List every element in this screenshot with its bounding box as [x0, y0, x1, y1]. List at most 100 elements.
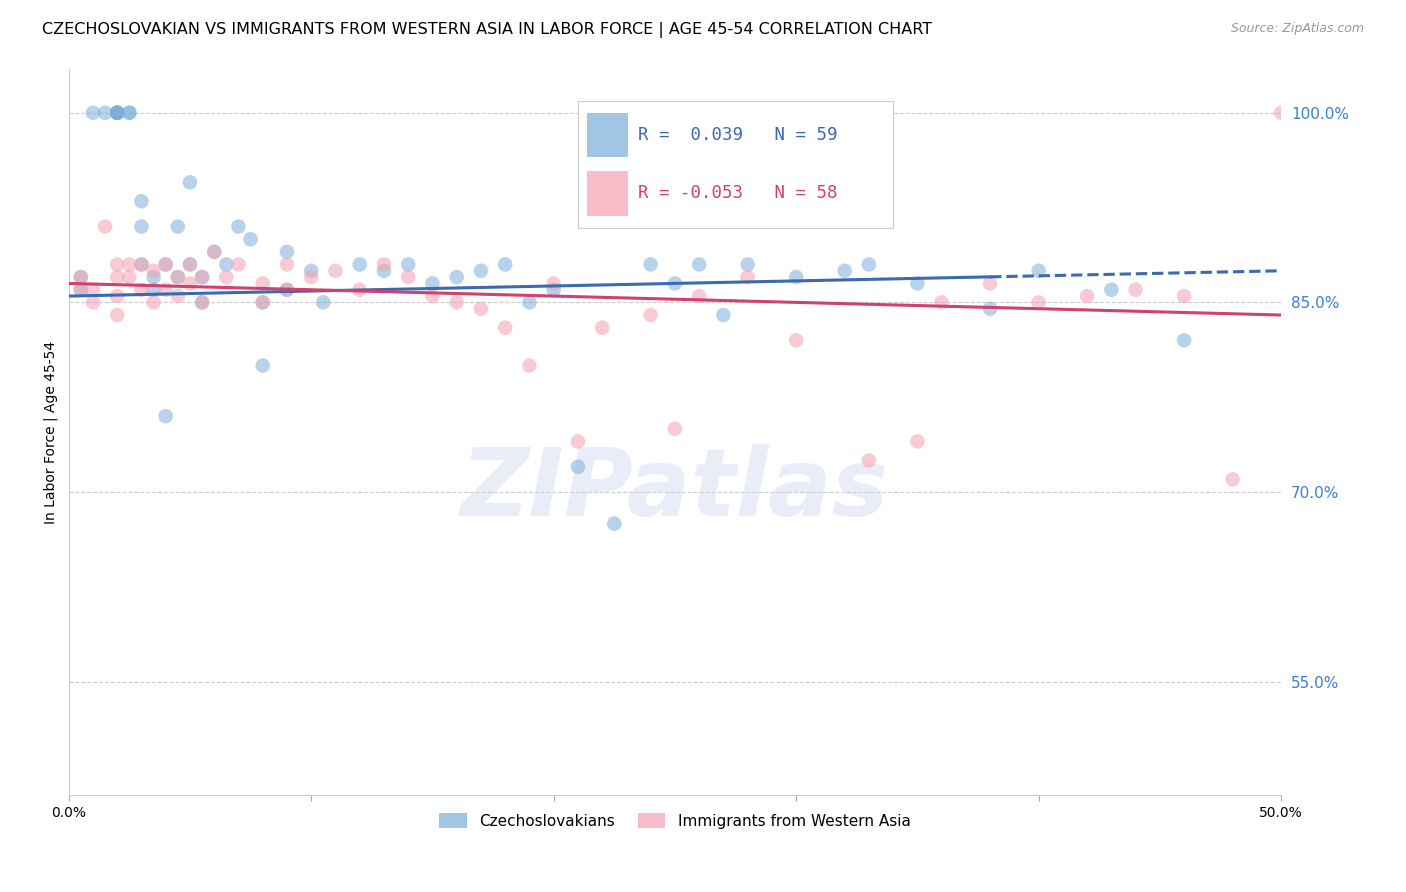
Point: [1125, 283, 1147, 297]
Point: [640, 308, 662, 322]
Y-axis label: In Labor Force | Age 45-54: In Labor Force | Age 45-54: [44, 341, 58, 524]
Point: [1099, 283, 1122, 297]
Point: [1270, 105, 1292, 120]
Point: [155, 283, 177, 297]
Point: [396, 257, 419, 271]
Point: [131, 257, 153, 271]
Point: [166, 289, 188, 303]
Point: [591, 320, 613, 334]
Point: [142, 295, 165, 310]
Point: [276, 244, 298, 259]
Point: [422, 289, 444, 303]
Point: [239, 232, 262, 246]
Point: [166, 270, 188, 285]
Point: [70, 283, 93, 297]
Point: [834, 264, 856, 278]
Point: [70, 283, 93, 297]
Point: [349, 283, 371, 297]
Point: [105, 105, 128, 120]
Point: [858, 453, 880, 467]
Point: [299, 264, 322, 278]
Point: [325, 264, 347, 278]
Text: Source: ZipAtlas.com: Source: ZipAtlas.com: [1230, 22, 1364, 36]
Point: [276, 283, 298, 297]
Point: [276, 257, 298, 271]
Point: [118, 105, 141, 120]
Point: [519, 295, 541, 310]
Point: [737, 257, 759, 271]
Point: [519, 359, 541, 373]
Point: [979, 277, 1001, 291]
Point: [1028, 264, 1050, 278]
Point: [105, 105, 128, 120]
Point: [931, 295, 953, 310]
Point: [105, 289, 128, 303]
Point: [118, 257, 141, 271]
Point: [94, 219, 117, 234]
Point: [166, 219, 188, 234]
Point: [905, 434, 928, 449]
Point: [105, 270, 128, 285]
Point: [215, 270, 238, 285]
Point: [567, 459, 589, 474]
Point: [252, 295, 274, 310]
Point: [70, 270, 93, 285]
Point: [179, 175, 201, 189]
Point: [640, 257, 662, 271]
Point: [494, 257, 516, 271]
Point: [785, 334, 807, 348]
Point: [252, 359, 274, 373]
Point: [82, 105, 104, 120]
Point: [1028, 295, 1050, 310]
Point: [252, 277, 274, 291]
Point: [70, 270, 93, 285]
Point: [688, 257, 710, 271]
Point: [105, 105, 128, 120]
Point: [191, 270, 214, 285]
Point: [446, 295, 468, 310]
Text: ZIPatlas: ZIPatlas: [461, 444, 889, 536]
Point: [105, 105, 128, 120]
Point: [82, 295, 104, 310]
Point: [228, 257, 250, 271]
Point: [713, 308, 735, 322]
Point: [105, 257, 128, 271]
Point: [228, 219, 250, 234]
Point: [470, 264, 492, 278]
Point: [155, 257, 177, 271]
Point: [142, 264, 165, 278]
Point: [470, 301, 492, 316]
Point: [202, 244, 225, 259]
Legend: Czechoslovakians, Immigrants from Western Asia: Czechoslovakians, Immigrants from Wester…: [433, 807, 917, 835]
Point: [688, 289, 710, 303]
Point: [494, 320, 516, 334]
Point: [142, 283, 165, 297]
Point: [252, 295, 274, 310]
Point: [105, 308, 128, 322]
Point: [664, 422, 686, 436]
Point: [179, 277, 201, 291]
Point: [215, 257, 238, 271]
Point: [191, 270, 214, 285]
Point: [191, 295, 214, 310]
Point: [373, 264, 395, 278]
Point: [737, 270, 759, 285]
Point: [396, 270, 419, 285]
Point: [191, 295, 214, 310]
Point: [446, 270, 468, 285]
Point: [155, 257, 177, 271]
Point: [105, 105, 128, 120]
Point: [131, 219, 153, 234]
Point: [276, 283, 298, 297]
Point: [155, 409, 177, 424]
Point: [858, 257, 880, 271]
Point: [179, 257, 201, 271]
Point: [118, 105, 141, 120]
Point: [94, 105, 117, 120]
Text: CZECHOSLOVAKIAN VS IMMIGRANTS FROM WESTERN ASIA IN LABOR FORCE | AGE 45-54 CORRE: CZECHOSLOVAKIAN VS IMMIGRANTS FROM WESTE…: [42, 22, 932, 38]
Point: [373, 257, 395, 271]
Point: [349, 257, 371, 271]
Point: [202, 244, 225, 259]
Point: [131, 283, 153, 297]
Point: [118, 270, 141, 285]
